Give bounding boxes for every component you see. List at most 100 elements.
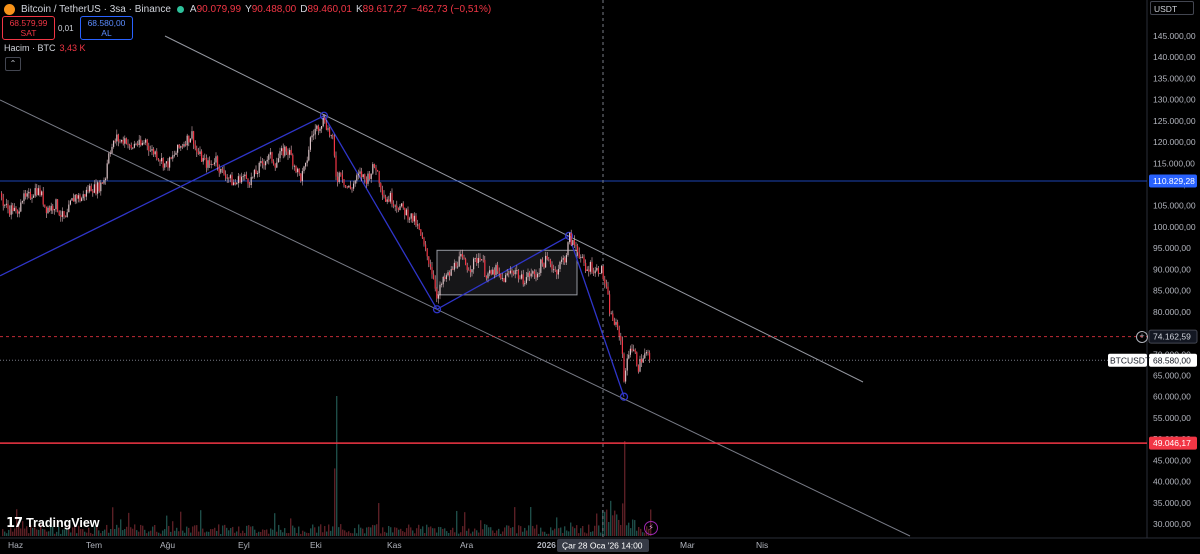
volume-bar — [644, 532, 646, 536]
candle-body — [97, 182, 99, 194]
candle-body — [378, 171, 380, 184]
candle-body — [553, 269, 555, 271]
candle-body — [351, 188, 353, 190]
candle-body — [225, 174, 227, 179]
candle-body — [636, 352, 638, 366]
volume-bar — [446, 531, 448, 536]
candle-body — [634, 349, 636, 353]
volume-bar — [484, 524, 486, 536]
volume-bar — [552, 530, 554, 536]
volume-bar — [530, 507, 532, 536]
candle-body — [77, 195, 79, 199]
candle-body — [588, 269, 590, 272]
candle-body — [154, 151, 156, 155]
volume-bar — [20, 528, 22, 536]
volume-bar — [496, 530, 498, 536]
volume-bar — [518, 525, 520, 536]
volume-bar — [40, 524, 42, 536]
volume-bar — [456, 510, 458, 536]
volume-bar — [588, 524, 590, 536]
candle-body — [623, 353, 625, 382]
tradingview-logo[interactable]: 𝟭𝟳 TradingView — [6, 515, 100, 531]
candle-body — [425, 244, 427, 249]
volume-bar — [300, 533, 302, 536]
candle-body — [511, 270, 513, 273]
volume-bar — [152, 526, 154, 536]
volume-bar — [638, 527, 640, 536]
candle-body — [572, 240, 574, 245]
volume-bar — [196, 525, 198, 536]
market-open-icon — [176, 5, 184, 13]
volume-bar — [272, 529, 274, 536]
buy-button[interactable]: 68.580,00 AL — [80, 16, 133, 40]
volume-legend[interactable]: Hacim · BTC 3,43 K — [4, 43, 86, 53]
volume-bar — [24, 528, 26, 536]
volume-bar — [286, 533, 288, 536]
volume-bar — [590, 531, 592, 536]
candle-body — [205, 158, 207, 168]
candle-body — [255, 169, 257, 175]
volume-bar — [92, 533, 94, 536]
price-axis[interactable]: 145.000,00 140.000,00 135.000,00 130.000,00… — [1153, 31, 1196, 529]
candle-body — [449, 272, 451, 276]
volume-bar — [378, 503, 380, 536]
currency-selector[interactable]: USDT — [1150, 1, 1194, 15]
candle-body — [410, 213, 412, 219]
candle-body — [249, 183, 251, 186]
candle-body — [60, 215, 62, 217]
time-tick-label: Ağu — [160, 540, 175, 550]
candle-body — [335, 155, 337, 177]
candle-body — [463, 257, 465, 259]
candle-body — [47, 207, 49, 213]
volume-bar — [478, 532, 480, 536]
candle-body — [561, 259, 563, 262]
volume-bar — [348, 531, 350, 536]
candle-body — [149, 150, 151, 152]
price-tick-label: 140.000,00 — [1153, 52, 1196, 62]
candle-body — [383, 194, 385, 197]
candle-body — [257, 173, 259, 175]
sell-button[interactable]: 68.579,99 SAT — [2, 16, 55, 40]
candle-body — [68, 204, 70, 213]
time-axis[interactable]: Haz Tem Ağu Eyl Eki Kas Ara 2026 Mar Nis — [8, 540, 768, 550]
pattern-point — [619, 392, 629, 401]
candle-body — [418, 224, 420, 230]
lightning-icon[interactable]: ⚡ — [644, 521, 658, 535]
sell-price: 68.579,99 — [9, 18, 48, 28]
drawings-layer[interactable] — [0, 0, 1147, 538]
volume-bar — [164, 529, 166, 536]
candle-body — [375, 167, 377, 171]
tradingview-logo-icon: 𝟭𝟳 — [6, 515, 23, 530]
volume-bar — [350, 532, 352, 536]
volume-bar — [156, 531, 158, 536]
candle-body — [426, 248, 428, 257]
volume-bar — [78, 525, 80, 536]
volume-bar — [232, 526, 234, 536]
volume-bar — [468, 528, 470, 536]
volume-bar — [406, 528, 408, 536]
candle-body — [484, 259, 486, 276]
volume-bar — [534, 528, 536, 536]
volume-bar — [18, 524, 20, 536]
add-alert-icon[interactable]: + — [1136, 331, 1148, 343]
volume-bar — [82, 529, 84, 536]
candle-body — [132, 147, 134, 149]
collapse-legend-button[interactable]: ⌃ — [5, 57, 21, 71]
candle-body — [85, 189, 87, 197]
candle-body — [268, 154, 270, 160]
symbol-title[interactable]: Bitcoin / TetherUS · 3sa · Binance — [21, 3, 171, 15]
volume-bar — [186, 526, 188, 536]
candle-body — [125, 138, 127, 144]
candle-body — [117, 134, 119, 142]
volume-bar — [158, 532, 160, 536]
candle-body — [647, 352, 649, 353]
price-tag-label: 110.829,28 — [1153, 176, 1195, 186]
volume-bar — [536, 524, 538, 536]
volume-bar — [198, 531, 200, 536]
candle-body — [466, 265, 468, 270]
symbol-header[interactable]: Bitcoin / TetherUS · 3sa · Binance A90.0… — [4, 2, 491, 16]
volume-bar — [280, 529, 282, 536]
volume-bar — [298, 526, 300, 536]
